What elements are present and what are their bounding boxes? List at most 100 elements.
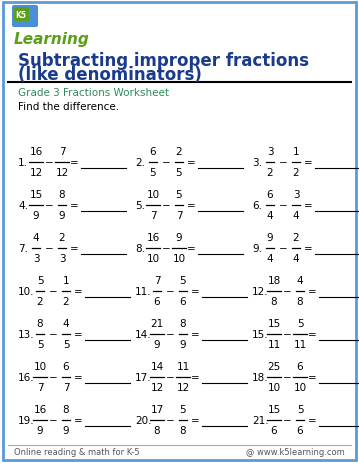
Text: =: = xyxy=(191,372,199,382)
Text: 9.: 9. xyxy=(252,244,262,253)
Text: 3.: 3. xyxy=(252,158,262,168)
Text: 8: 8 xyxy=(37,319,43,329)
Text: −: − xyxy=(279,158,287,168)
Text: 6: 6 xyxy=(63,362,69,372)
Text: 8: 8 xyxy=(297,297,303,307)
Text: 3: 3 xyxy=(33,254,39,264)
FancyBboxPatch shape xyxy=(12,6,38,28)
Text: 6.: 6. xyxy=(252,200,262,211)
Text: 10: 10 xyxy=(293,383,307,393)
Text: =: = xyxy=(70,200,78,211)
Text: =: = xyxy=(308,372,316,382)
Text: 10.: 10. xyxy=(18,287,34,296)
Text: 8: 8 xyxy=(180,425,186,436)
Text: 10: 10 xyxy=(267,383,281,393)
Text: 3: 3 xyxy=(293,190,299,200)
Text: 16: 16 xyxy=(33,405,47,414)
Text: −: − xyxy=(165,372,174,382)
Text: 17.: 17. xyxy=(135,372,151,382)
Text: 6: 6 xyxy=(150,147,156,157)
Text: 4: 4 xyxy=(293,211,299,221)
Text: Grade 3 Fractions Worksheet: Grade 3 Fractions Worksheet xyxy=(18,88,169,98)
Text: 1: 1 xyxy=(63,276,69,286)
Text: 15: 15 xyxy=(267,319,281,329)
Text: 2: 2 xyxy=(59,233,65,243)
Text: 9: 9 xyxy=(63,425,69,436)
Text: =: = xyxy=(308,329,316,339)
Text: −: − xyxy=(45,158,53,168)
Text: 25: 25 xyxy=(267,362,281,372)
Text: 15: 15 xyxy=(267,405,281,414)
Text: 5: 5 xyxy=(180,276,186,286)
Text: 18.: 18. xyxy=(252,372,269,382)
Text: 11.: 11. xyxy=(135,287,151,296)
Text: 15.: 15. xyxy=(252,329,269,339)
Text: −: − xyxy=(45,200,53,211)
Text: 2: 2 xyxy=(63,297,69,307)
Text: =: = xyxy=(74,372,82,382)
Text: 4: 4 xyxy=(297,276,303,286)
Text: 1: 1 xyxy=(293,147,299,157)
Text: 8: 8 xyxy=(271,297,277,307)
Text: 5: 5 xyxy=(37,340,43,350)
Text: 13.: 13. xyxy=(18,329,34,339)
Text: 5: 5 xyxy=(180,405,186,414)
Text: 5: 5 xyxy=(37,276,43,286)
Text: 18: 18 xyxy=(267,276,281,286)
Text: =: = xyxy=(191,329,199,339)
Text: =: = xyxy=(70,244,78,253)
Text: 8: 8 xyxy=(180,319,186,329)
Text: 10: 10 xyxy=(146,190,159,200)
Text: −: − xyxy=(279,200,287,211)
Text: 9: 9 xyxy=(267,233,273,243)
Text: 9: 9 xyxy=(176,233,182,243)
Text: 9: 9 xyxy=(59,211,65,221)
Text: @ www.k5learning.com: @ www.k5learning.com xyxy=(246,448,345,457)
Text: −: − xyxy=(162,244,171,253)
Text: 5: 5 xyxy=(150,168,156,178)
Text: 11: 11 xyxy=(293,340,307,350)
Text: −: − xyxy=(48,329,57,339)
Text: 16: 16 xyxy=(29,147,43,157)
Text: 12: 12 xyxy=(150,383,164,393)
Text: 6: 6 xyxy=(267,190,273,200)
Text: −: − xyxy=(165,287,174,296)
Text: =: = xyxy=(308,415,316,425)
Text: K5: K5 xyxy=(15,11,27,19)
Text: −: − xyxy=(162,158,171,168)
Text: 5: 5 xyxy=(297,405,303,414)
Text: 7: 7 xyxy=(63,383,69,393)
Text: 6: 6 xyxy=(297,362,303,372)
Text: 2: 2 xyxy=(37,297,43,307)
Text: −: − xyxy=(48,287,57,296)
Text: 12: 12 xyxy=(29,168,43,178)
Text: 6: 6 xyxy=(271,425,277,436)
Text: 11: 11 xyxy=(267,340,281,350)
Text: 21: 21 xyxy=(150,319,164,329)
Text: 7: 7 xyxy=(176,211,182,221)
Text: 21.: 21. xyxy=(252,415,269,425)
Text: 9: 9 xyxy=(37,425,43,436)
Text: 2: 2 xyxy=(176,147,182,157)
Text: 10: 10 xyxy=(33,362,47,372)
Text: −: − xyxy=(48,372,57,382)
Text: 5: 5 xyxy=(176,168,182,178)
Text: 1.: 1. xyxy=(18,158,28,168)
Text: 2: 2 xyxy=(267,168,273,178)
Text: 8: 8 xyxy=(154,425,160,436)
Text: 8.: 8. xyxy=(135,244,145,253)
Text: 19.: 19. xyxy=(18,415,34,425)
Text: =: = xyxy=(304,200,312,211)
Text: =: = xyxy=(74,287,82,296)
Text: 6: 6 xyxy=(154,297,160,307)
Text: 9: 9 xyxy=(180,340,186,350)
Text: =: = xyxy=(187,244,195,253)
Text: 5: 5 xyxy=(176,190,182,200)
Text: 4: 4 xyxy=(267,211,273,221)
Text: 5.: 5. xyxy=(135,200,145,211)
Text: =: = xyxy=(304,158,312,168)
FancyBboxPatch shape xyxy=(14,8,29,22)
Text: =: = xyxy=(74,415,82,425)
Text: =: = xyxy=(70,158,78,168)
Text: 12.: 12. xyxy=(252,287,269,296)
